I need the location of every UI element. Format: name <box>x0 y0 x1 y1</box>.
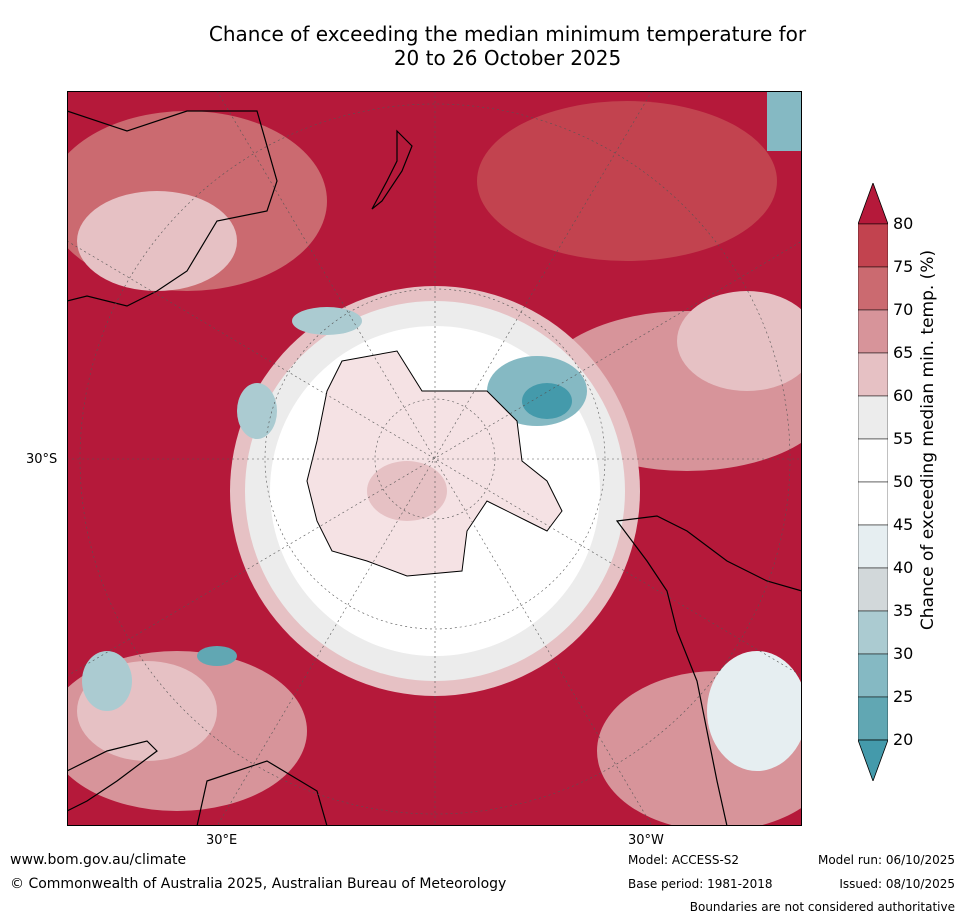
colorbar-tick-label: 55 <box>893 429 914 448</box>
footer-base-period: Base period: 1981-2018 <box>628 877 773 891</box>
region-patch <box>367 461 447 521</box>
colorbar-band <box>857 524 889 569</box>
region-patch <box>707 651 802 771</box>
africa-outline <box>67 740 158 812</box>
colorbar-band <box>857 223 889 268</box>
footer-issued: Issued: 08/10/2025 <box>839 877 955 891</box>
cool-patch <box>522 383 572 419</box>
colorbar-band <box>857 309 889 354</box>
colorbar-arrow-bottom <box>857 739 889 783</box>
title-line-2: 20 to 26 October 2025 <box>393 46 622 70</box>
colorbar-tick-label: 30 <box>893 644 914 663</box>
latitude-circle <box>79 103 791 815</box>
colorbar-tick-label: 25 <box>893 687 914 706</box>
latitude-circle <box>374 398 496 520</box>
south-america-outline <box>615 515 802 826</box>
cool-patch <box>292 307 362 335</box>
colorbar-arrow-top <box>857 181 889 225</box>
colorbar-band <box>857 481 889 526</box>
colorbar-band <box>857 438 889 483</box>
colorbar-tick-label: 70 <box>893 300 914 319</box>
colorbar-band <box>857 266 889 311</box>
colorbar-band <box>857 567 889 612</box>
region-patch <box>477 101 777 261</box>
title-line-1: Chance of exceeding the median minimum t… <box>208 22 807 46</box>
colorbar-band <box>857 395 889 440</box>
footer-model: Model: ACCESS-S2 <box>628 853 740 867</box>
colorbar-tick-label: 45 <box>893 515 914 534</box>
cool-patch <box>767 91 802 151</box>
new-zealand-outline <box>371 129 413 210</box>
cool-patch <box>237 383 277 439</box>
latitude-circle <box>264 288 606 630</box>
colorbar-tick-label: 35 <box>893 601 914 620</box>
longitude-label-30w: 30°W <box>628 833 664 848</box>
meridian <box>67 240 802 677</box>
map-border <box>67 91 802 826</box>
colorbar-svg <box>857 181 889 783</box>
polar-map <box>67 91 802 826</box>
meridian <box>216 91 653 826</box>
antarctica-landmass <box>306 350 563 577</box>
map-title: Chance of exceeding the median minimum t… <box>150 22 865 70</box>
cool-patch <box>197 646 237 666</box>
footer-disclaimer: Boundaries are not considered authoritat… <box>689 900 955 914</box>
graticule <box>67 91 802 826</box>
colorbar-band <box>857 352 889 397</box>
colorbar-band <box>857 653 889 698</box>
colorbar-band <box>857 610 889 655</box>
footer-url: www.bom.gov.au/climate <box>10 852 187 868</box>
colorbar-tick-label: 80 <box>893 214 914 233</box>
colorbar-label: Chance of exceeding median min. temp. (%… <box>918 249 938 631</box>
meridian <box>216 91 653 826</box>
meridian <box>67 240 802 677</box>
colorbar-tick-label: 65 <box>893 343 914 362</box>
region-patch <box>677 291 802 391</box>
longitude-label-30e: 30°E <box>206 833 238 848</box>
region-patch <box>77 191 237 291</box>
colorbar-tick-label: 20 <box>893 730 914 749</box>
colorbar <box>857 181 889 783</box>
colorbar-tick-label: 50 <box>893 472 914 491</box>
colorbar-tick-label: 75 <box>893 257 914 276</box>
footer-model-run: Model run: 06/10/2025 <box>817 853 955 867</box>
footer-copyright: © Commonwealth of Australia 2025, Austra… <box>10 876 507 892</box>
colorbar-tick-label: 40 <box>893 558 914 577</box>
map-svg <box>67 91 802 826</box>
colorbar-band <box>857 696 889 741</box>
latitude-label-30s: 30°S <box>26 452 58 467</box>
colorbar-tick-label: 60 <box>893 386 914 405</box>
cool-patch <box>82 651 132 711</box>
australia-outline <box>67 110 278 307</box>
madagascar-outline <box>196 760 328 826</box>
